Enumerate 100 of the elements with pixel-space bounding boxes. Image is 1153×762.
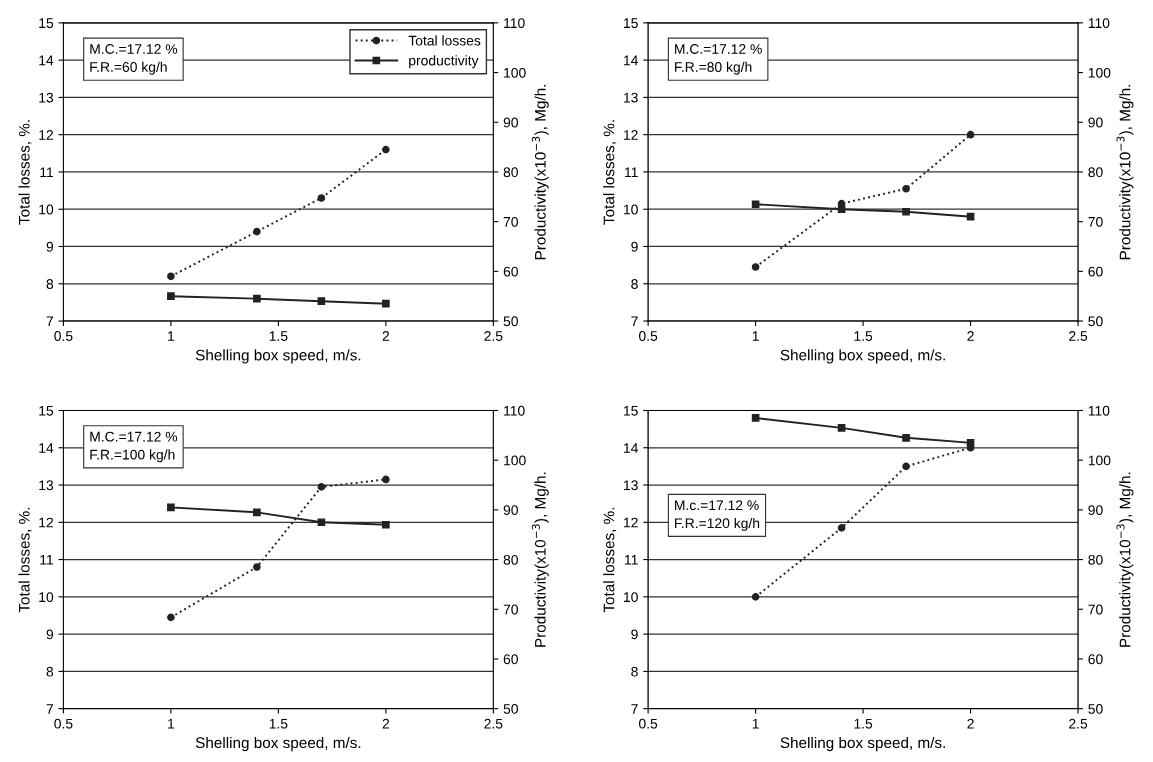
x-axis-title: Shelling box speed, m/s.	[780, 349, 945, 364]
y-tick-label: 15	[39, 18, 54, 29]
y2-tick-label: 110	[1088, 405, 1110, 416]
point	[902, 462, 910, 471]
y-tick-label: 13	[39, 92, 54, 103]
y-tick-label: 10	[624, 204, 638, 215]
y-tick-label: 10	[39, 592, 54, 603]
x-tick-label: 0.5	[639, 718, 658, 729]
y-tick-label: 9	[46, 241, 54, 252]
x-tick-label: 0.5	[639, 331, 658, 341]
y2-tick-label: 70	[1088, 604, 1103, 615]
y2-tick-label: 90	[1088, 117, 1103, 128]
y-tick-label: 7	[631, 704, 638, 714]
y-tick-label: 8	[631, 279, 638, 289]
x-tick-label: 1	[752, 718, 759, 729]
y2-tick-label: 50	[503, 703, 518, 714]
point	[317, 483, 326, 491]
y-tick-label: 9	[631, 629, 638, 640]
y-tick-label: 10	[624, 592, 638, 603]
y-tick-label: 9	[46, 629, 54, 640]
x-tick-label: 2.5	[484, 718, 503, 729]
x-tick-label: 1.5	[854, 331, 873, 341]
y2-tick-label: 50	[1088, 703, 1103, 714]
y-tick-label: 14	[624, 55, 638, 66]
point	[253, 227, 261, 236]
x-tick-label: 2	[967, 331, 974, 341]
y-tick-label: 7	[631, 316, 638, 327]
y2-tick-label: 80	[1088, 554, 1103, 565]
y2-tick-label: 60	[503, 266, 518, 277]
y-tick-label: 11	[40, 555, 54, 565]
y2-tick-label: 100	[1088, 455, 1111, 466]
y-tick-label: 13	[39, 480, 54, 491]
x-axis-title: Shelling box speed, m/s.	[780, 736, 945, 752]
y-tick-label: 9	[631, 241, 638, 252]
point	[751, 593, 760, 601]
point	[167, 503, 175, 512]
point	[167, 613, 175, 622]
y-axis-title: Total losses, %.	[603, 507, 617, 613]
y-tick-label: 11	[625, 167, 638, 177]
point	[902, 184, 910, 193]
point	[253, 563, 261, 571]
y-tick-label: 10	[39, 204, 54, 215]
point	[382, 520, 390, 529]
x-axis-title: Shelling box speed, m/s.	[195, 736, 361, 752]
y2-tick-label: 80	[503, 167, 518, 178]
y2-axis-title: Productivity(x10$^{−3}$), Mg/h.	[1116, 85, 1134, 260]
x-tick-label: 2.5	[484, 331, 503, 341]
annotation: M.C.=17.12 % F.R.=100 kg/h	[90, 431, 178, 463]
y-tick-label: 7	[46, 316, 53, 327]
legend-label: productivity	[409, 55, 479, 69]
y2-axis-title: Productivity(x10$^{−3}$), Mg/h.	[531, 85, 549, 260]
annotation: M.c.=17.12 % F.R.=120 kg/h	[675, 500, 760, 531]
legend-label: Total losses	[408, 35, 481, 46]
y-tick-label: 8	[631, 666, 638, 677]
x-tick-label: 2.5	[1069, 331, 1088, 341]
y2-tick-label: 110	[504, 405, 525, 416]
y2-tick-label: 100	[1088, 67, 1111, 78]
y-tick-label: 12	[39, 130, 53, 140]
y-axis-title: Total losses, %.	[603, 120, 617, 225]
point	[382, 145, 390, 154]
x-tick-label: 2	[382, 718, 390, 729]
point	[837, 524, 846, 532]
point	[382, 475, 390, 484]
y2-tick-label: 90	[503, 117, 518, 128]
x-tick-label: 0.5	[54, 718, 73, 729]
y-tick-label: 14	[39, 443, 54, 453]
y2-tick-label: 60	[503, 654, 518, 665]
x-tick-label: 2	[382, 331, 390, 341]
point	[317, 194, 326, 202]
y2-tick-label: 50	[503, 316, 518, 327]
y-tick-label: 15	[39, 405, 54, 416]
y-tick-label: 15	[624, 18, 638, 29]
y2-tick-label: 70	[503, 216, 518, 227]
y-tick-label: 14	[39, 55, 54, 66]
y2-tick-label: 90	[1088, 505, 1103, 516]
y2-axis-title: Productivity(x10$^{−3}$), Mg/h.	[531, 472, 549, 647]
y-tick-label: 11	[40, 167, 54, 177]
y-tick-label: 15	[624, 405, 638, 416]
y2-tick-label: 90	[503, 505, 518, 516]
y2-tick-label: 110	[1088, 18, 1110, 29]
x-tick-label: 1.5	[269, 718, 288, 729]
y2-tick-label: 60	[1088, 654, 1103, 665]
point	[167, 272, 175, 281]
point	[751, 263, 760, 271]
y2-tick-label: 80	[1088, 167, 1103, 178]
y-tick-label: 14	[624, 443, 638, 453]
y-tick-label: 11	[625, 555, 638, 565]
y-axis-title: Total losses, %.	[18, 507, 32, 613]
x-axis-title: Shelling box speed, m/s.	[195, 349, 361, 364]
y2-tick-label: 110	[504, 18, 525, 29]
y2-tick-label: 80	[503, 554, 518, 565]
y2-tick-label: 70	[503, 604, 518, 615]
x-tick-label: 2	[967, 718, 974, 729]
x-tick-label: 1	[168, 331, 175, 341]
y-tick-label: 12	[624, 517, 638, 528]
y2-tick-label: 70	[1088, 216, 1103, 227]
y-tick-label: 8	[46, 279, 54, 289]
y-tick-label: 13	[624, 480, 638, 491]
y2-tick-label: 100	[504, 455, 526, 466]
y2-tick-label: 60	[1088, 266, 1103, 277]
